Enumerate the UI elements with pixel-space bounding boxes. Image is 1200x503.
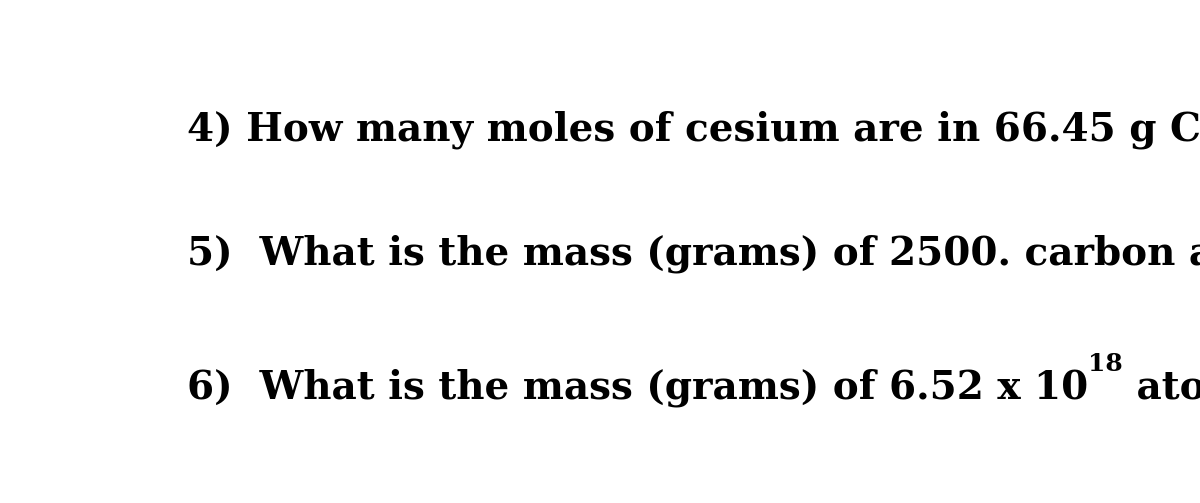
Text: atoms of gold (Au)?: atoms of gold (Au)? <box>1123 368 1200 407</box>
Text: 4) How many moles of cesium are in 66.45 g Cs?: 4) How many moles of cesium are in 66.45… <box>187 111 1200 149</box>
Text: 18: 18 <box>1088 352 1123 376</box>
Text: 5)  What is the mass (grams) of 2500. carbon atoms?: 5) What is the mass (grams) of 2500. car… <box>187 235 1200 273</box>
Text: 6)  What is the mass (grams) of 6.52 x 10: 6) What is the mass (grams) of 6.52 x 10 <box>187 368 1088 407</box>
